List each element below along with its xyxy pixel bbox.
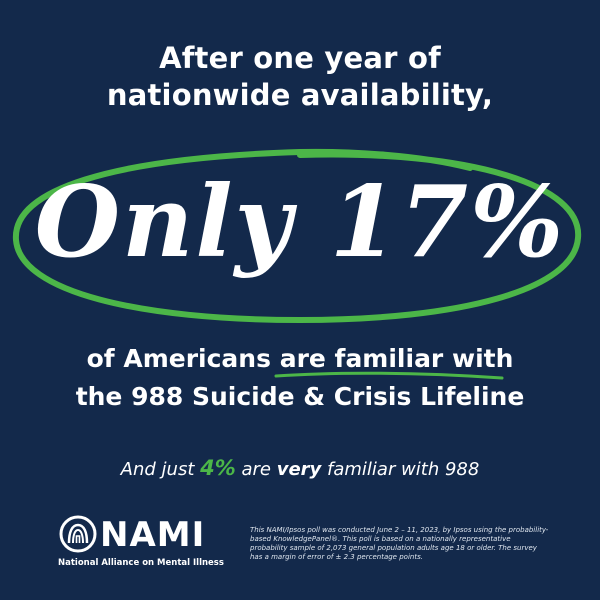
- note-part-1: And just: [120, 459, 201, 480]
- subline-highlight-text: are familiar: [279, 344, 444, 373]
- subline: of Americans are familiar with the 988 S…: [0, 340, 600, 416]
- poll-disclaimer: This NAMI/Ipsos poll was conducted June …: [250, 526, 549, 561]
- subline-line-1: of Americans are familiar with: [0, 340, 600, 380]
- note-part-3: familiar with 988: [321, 459, 480, 480]
- subline-end: with: [443, 344, 514, 373]
- secondary-stat: And just 4% are very familiar with 988: [0, 456, 600, 482]
- subline-line-2: the 988 Suicide & Crisis Lifeline: [75, 382, 525, 411]
- note-emphasis: very: [276, 459, 322, 480]
- note-percent: 4%: [200, 456, 236, 480]
- subline-highlight: are familiar: [274, 340, 504, 380]
- logo-wordmark: NAMI: [100, 515, 206, 555]
- note-part-2: are: [235, 459, 277, 480]
- nami-emblem-icon: [59, 515, 97, 553]
- big-stat: Only 17%: [34, 165, 566, 280]
- headline: After one year of nationwide availabilit…: [0, 40, 600, 114]
- subline-start: of Americans: [86, 344, 280, 373]
- headline-line-1: After one year of: [159, 41, 441, 75]
- nami-logo: NAMI National Alliance on Mental Illness: [58, 514, 238, 584]
- logo-tagline: National Alliance on Mental Illness: [58, 558, 224, 568]
- headline-line-2: nationwide availability,: [106, 78, 494, 112]
- green-underline: [274, 371, 504, 380]
